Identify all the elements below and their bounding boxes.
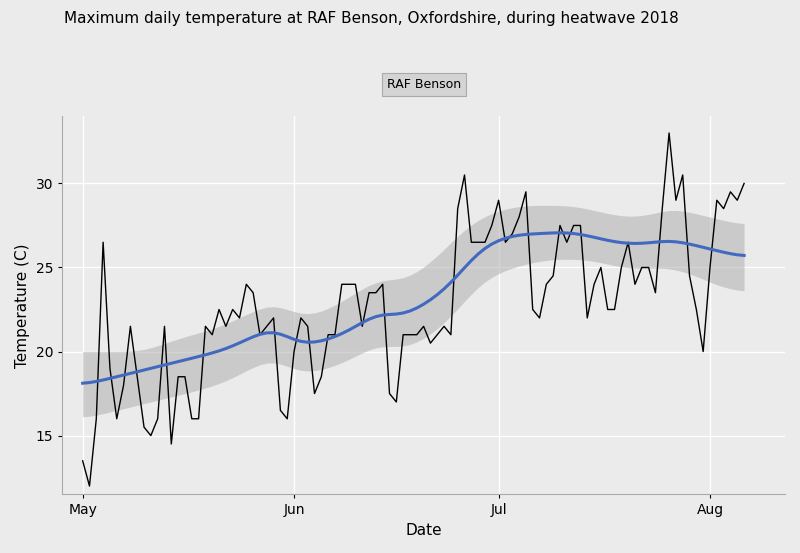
Y-axis label: Temperature (C): Temperature (C) [15,243,30,368]
X-axis label: Date: Date [406,523,442,538]
Text: Maximum daily temperature at RAF Benson, Oxfordshire, during heatwave 2018: Maximum daily temperature at RAF Benson,… [64,11,678,26]
Text: RAF Benson: RAF Benson [386,78,461,91]
